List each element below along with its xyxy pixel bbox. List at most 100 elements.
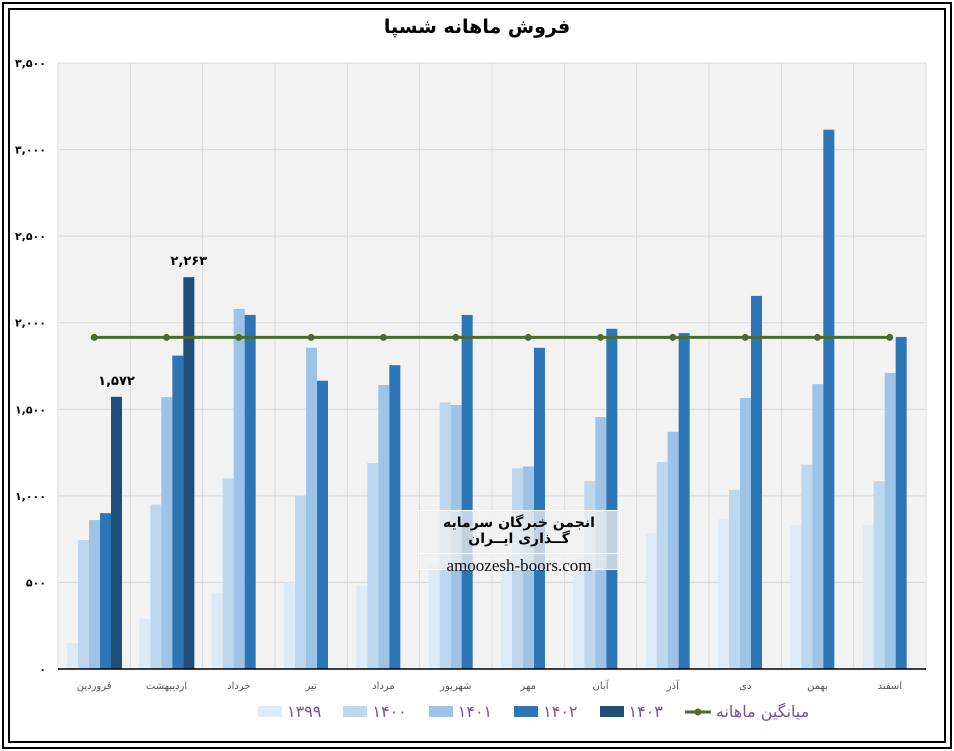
bar-۱۴۰۲-مرداد <box>389 365 401 669</box>
bar-۱۴۰۲-دی <box>751 295 762 669</box>
average-point <box>307 333 315 341</box>
legend-swatch <box>343 706 368 717</box>
bar-۱۴۰۰-تیر <box>295 495 306 669</box>
bar-۱۴۰۰-اسفند <box>873 481 885 669</box>
bar-۱۳۹۹-شهریور <box>428 565 440 669</box>
bar-۱۴۰۱-اردیبهشت <box>161 397 173 669</box>
average-point <box>597 333 604 341</box>
bar-۱۴۰۳-اردیبهشت <box>183 277 195 669</box>
chart-title: فروش ماهانه شسپا <box>383 16 571 38</box>
average-point <box>814 333 821 341</box>
average-point <box>524 333 532 341</box>
x-tick-label: تیر <box>305 681 318 692</box>
x-tick-label: بهمن <box>807 681 828 692</box>
x-tick-label: شهریور <box>439 681 471 692</box>
bar-۱۴۰۱-اسفند <box>884 372 896 669</box>
average-point <box>452 333 460 341</box>
x-tick-label: خرداد <box>227 681 250 692</box>
bar-۱۳۹۹-خرداد <box>211 592 223 669</box>
bar-۱۴۰۲-شهریور <box>461 314 473 669</box>
x-tick-label: آبان <box>593 679 610 692</box>
legend-line-marker <box>684 708 711 715</box>
x-tick-label: دی <box>739 681 751 692</box>
bar-۱۳۹۹-اسفند <box>862 525 874 669</box>
bar-۱۴۰۱-فروردین <box>89 520 100 669</box>
bar-۱۴۰۱-خرداد <box>233 308 245 669</box>
average-point <box>741 333 749 341</box>
legend-label: ۱۴۰۳ <box>628 702 663 721</box>
bar-۱۴۰۲-آبان <box>606 328 618 669</box>
y-tick-label: ۵۰۰ <box>26 576 46 589</box>
average-point <box>235 333 243 341</box>
bar-۱۴۰۰-دی <box>729 489 740 669</box>
bar-۱۴۰۳-فروردین <box>111 396 122 669</box>
x-tick-label: فروردین <box>77 681 112 692</box>
legend-swatch <box>428 706 453 717</box>
average-point <box>886 333 894 341</box>
bar-۱۳۹۹-مهر <box>501 561 512 669</box>
bar-۱۴۰۰-فروردین <box>78 540 89 669</box>
legend-label: میانگین ماهانه <box>715 702 810 721</box>
bar-۱۴۰۰-اردیبهشت <box>150 504 162 669</box>
legend-label: ۱۴۰۲ <box>543 702 578 721</box>
bar-۱۳۹۹-بهمن <box>790 525 802 669</box>
bar-۱۴۰۰-آبان <box>584 481 596 669</box>
average-point <box>669 333 677 341</box>
bar-۱۴۰۲-اسفند <box>895 336 907 669</box>
x-tick-label: مهر <box>519 681 535 692</box>
legend-item-1402: ۱۴۰۲ <box>514 702 578 721</box>
bar-۱۴۰۱-تیر <box>306 347 317 669</box>
bar-۱۴۰۱-بهمن <box>812 384 824 669</box>
bar-۱۳۹۹-اردیبهشت <box>139 618 151 669</box>
bar-۱۴۰۲-اردیبهشت <box>172 355 184 669</box>
average-point <box>90 333 98 341</box>
bar-۱۴۰۲-مهر <box>534 347 545 669</box>
legend-item-average: میانگین ماهانه <box>684 702 810 721</box>
legend-swatch <box>599 706 624 717</box>
bar-۱۴۰۰-مرداد <box>367 462 379 669</box>
watermark-url: amoozesh-boors.com <box>419 553 619 576</box>
legend-item-1399: ۱۳۹۹ <box>258 702 321 721</box>
watermark: انجمن خبرگان سرمایه گــذاری ایــران amoo… <box>418 510 620 575</box>
legend-label: ۱۳۹۹ <box>287 702 322 721</box>
legend-label: ۱۴۰۱ <box>457 702 493 721</box>
y-tick-label: ۳,۰۰۰ <box>15 144 46 157</box>
bar-۱۴۰۰-خرداد <box>222 478 234 669</box>
x-tick-label: اسفند <box>878 681 902 692</box>
bar-۱۳۹۹-آبان <box>573 558 585 669</box>
legend-item-1400: ۱۴۰۰ <box>343 702 407 721</box>
y-tick-label: ۱,۰۰۰ <box>15 490 46 503</box>
y-tick-label: ۱,۵۰۰ <box>15 403 46 416</box>
bar-۱۳۹۹-آذر <box>645 533 657 669</box>
y-tick-label: ۳,۵۰۰ <box>15 57 46 70</box>
bar-۱۳۹۹-مرداد <box>356 585 368 669</box>
bar-۱۳۹۹-دی <box>718 519 729 669</box>
legend-swatch <box>258 706 282 717</box>
bar-۱۴۰۲-بهمن <box>823 129 835 669</box>
bar-۱۴۰۲-تیر <box>317 380 328 669</box>
data-label: ۱,۵۷۲ <box>98 374 135 389</box>
bar-۱۴۰۲-خرداد <box>244 314 256 669</box>
data-label: ۲,۲۶۳ <box>170 254 207 269</box>
average-point <box>163 333 170 341</box>
y-tick-label: ۲,۰۰۰ <box>15 317 46 330</box>
bar-۱۴۰۱-دی <box>740 398 751 669</box>
bar-۱۴۰۱-آذر <box>667 431 679 669</box>
x-tick-label: اردیبهشت <box>146 681 187 692</box>
watermark-title: انجمن خبرگان سرمایه گــذاری ایــران <box>443 515 595 547</box>
legend-item-1403: ۱۴۰۳ <box>599 702 663 721</box>
bar-۱۴۰۰-بهمن <box>801 464 813 669</box>
legend: ۱۳۹۹ ۱۴۰۰ ۱۴۰۱ ۱۴۰۲ ۱۴۰۳ میانگین ماهانه <box>258 702 809 721</box>
bar-۱۴۰۰-آذر <box>656 462 668 669</box>
x-tick-label: آذر <box>666 679 680 692</box>
y-tick-label: ۰ <box>39 663 46 676</box>
bar-۱۴۰۱-مرداد <box>378 385 390 669</box>
y-tick-label: ۲,۵۰۰ <box>15 230 46 243</box>
bar-۱۳۹۹-تیر <box>284 582 295 669</box>
legend-item-1401: ۱۴۰۱ <box>428 702 493 721</box>
legend-swatch <box>514 706 539 717</box>
average-point <box>380 333 387 341</box>
inner-frame <box>8 8 946 743</box>
